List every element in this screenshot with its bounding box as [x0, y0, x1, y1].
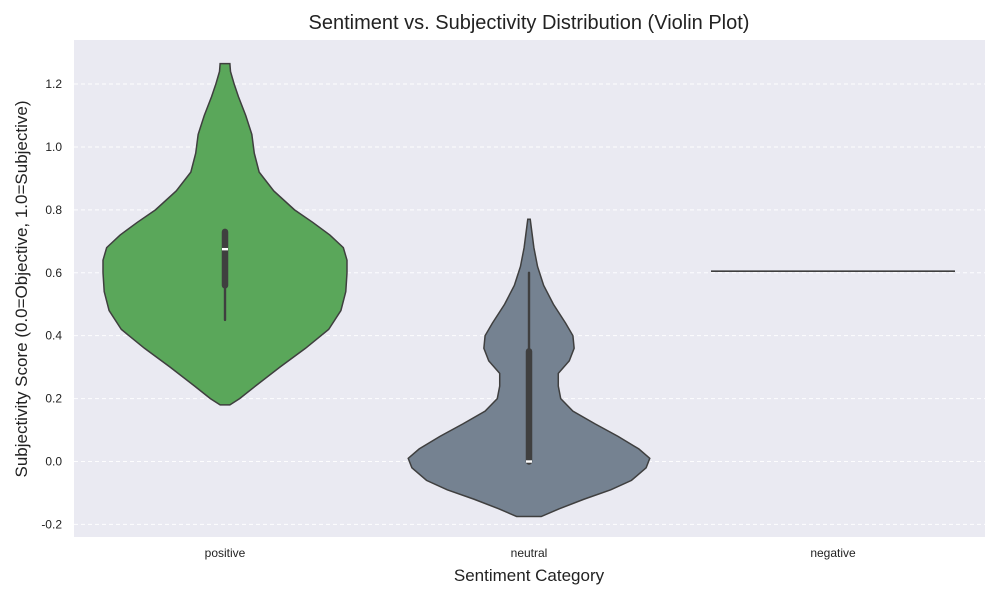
- violin-positive-median-marker: [222, 247, 228, 251]
- y-tick-label-2: 0.2: [45, 392, 62, 406]
- chart-title: Sentiment vs. Subjectivity Distribution …: [309, 12, 750, 34]
- y-axis-label: Subjectivity Score (0.0=Objective, 1.0=S…: [12, 100, 31, 477]
- y-tick-label-5: 0.8: [45, 203, 62, 217]
- x-tick-label-neutral: neutral: [511, 546, 548, 560]
- y-tick-label-4: 0.6: [45, 266, 62, 280]
- tick-layer: -0.2 0.0 0.2 0.4 0.6 0.8 1.0 1.2 positive neutral…: [41, 77, 856, 560]
- x-tick-label-negative: negative: [810, 546, 856, 560]
- violin-layer: [102, 62, 955, 518]
- x-axis-label: Sentiment Category: [454, 566, 605, 585]
- x-tick-label-positive: positive: [205, 546, 246, 560]
- y-tick-label-1: 0.0: [45, 455, 62, 469]
- y-tick-label-7: 1.2: [45, 77, 62, 91]
- y-tick-label-3: 0.4: [45, 329, 62, 343]
- y-tick-label-0: -0.2: [41, 517, 62, 531]
- violin-neutral-median-marker: [526, 460, 532, 463]
- y-tick-label-6: 1.0: [45, 140, 62, 154]
